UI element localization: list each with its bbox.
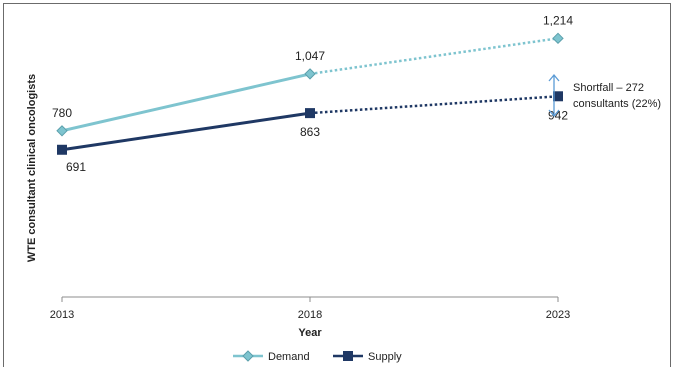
supply-point-2023 bbox=[553, 91, 563, 102]
chart-frame bbox=[3, 3, 671, 367]
demand-point-2013 bbox=[56, 125, 68, 137]
legend-supply-label: Supply bbox=[368, 351, 402, 363]
legend-demand-label: Demand bbox=[268, 351, 310, 363]
series-layer bbox=[56, 32, 564, 155]
axis-layer: 2013 2018 2023 bbox=[50, 296, 570, 321]
x-tick-label-2013: 2013 bbox=[50, 309, 74, 321]
supply-line-actual bbox=[61, 111, 311, 152]
supply-line-projection bbox=[309, 95, 559, 115]
demand-data-label-2018: 1,047 bbox=[295, 49, 325, 63]
demand-point-2023 bbox=[552, 32, 564, 45]
x-axis-title: Year bbox=[298, 327, 322, 339]
demand-data-label-2023: 1,214 bbox=[543, 13, 573, 27]
demand-point-2018 bbox=[304, 68, 316, 80]
demand-line-actual bbox=[61, 72, 311, 133]
shortfall-annotation: Shortfall – 272 consultants (22%) bbox=[548, 73, 661, 118]
supply-data-label-2018: 863 bbox=[300, 125, 320, 139]
supply-data-label-2013: 691 bbox=[66, 160, 86, 174]
shortfall-arrow-up-head bbox=[548, 73, 560, 82]
supply-point-2013 bbox=[57, 144, 67, 155]
supply-data-label-2023: 942 bbox=[548, 108, 568, 122]
legend: Demand Supply bbox=[233, 350, 402, 363]
shortfall-text-line1: Shortfall – 272 bbox=[573, 82, 644, 94]
legend-supply-square-marker bbox=[343, 351, 353, 361]
shortfall-text-line2: consultants (22%) bbox=[573, 98, 661, 110]
shortfall-arrow-down-head bbox=[548, 109, 560, 118]
legend-item-supply: Supply bbox=[333, 351, 402, 363]
demand-line-projection bbox=[309, 37, 559, 76]
x-tick-label-2023: 2023 bbox=[546, 309, 570, 321]
y-axis-title: WTE consultant clinical oncologists bbox=[26, 74, 38, 262]
x-tick-label-2018: 2018 bbox=[298, 309, 322, 321]
supply-point-2018 bbox=[305, 108, 315, 119]
legend-demand-diamond-marker bbox=[242, 350, 254, 362]
demand-data-label-2013: 780 bbox=[52, 106, 72, 120]
label-layer: 780 1,047 1,214 691 863 942 bbox=[52, 13, 573, 173]
legend-item-demand: Demand bbox=[233, 350, 310, 363]
